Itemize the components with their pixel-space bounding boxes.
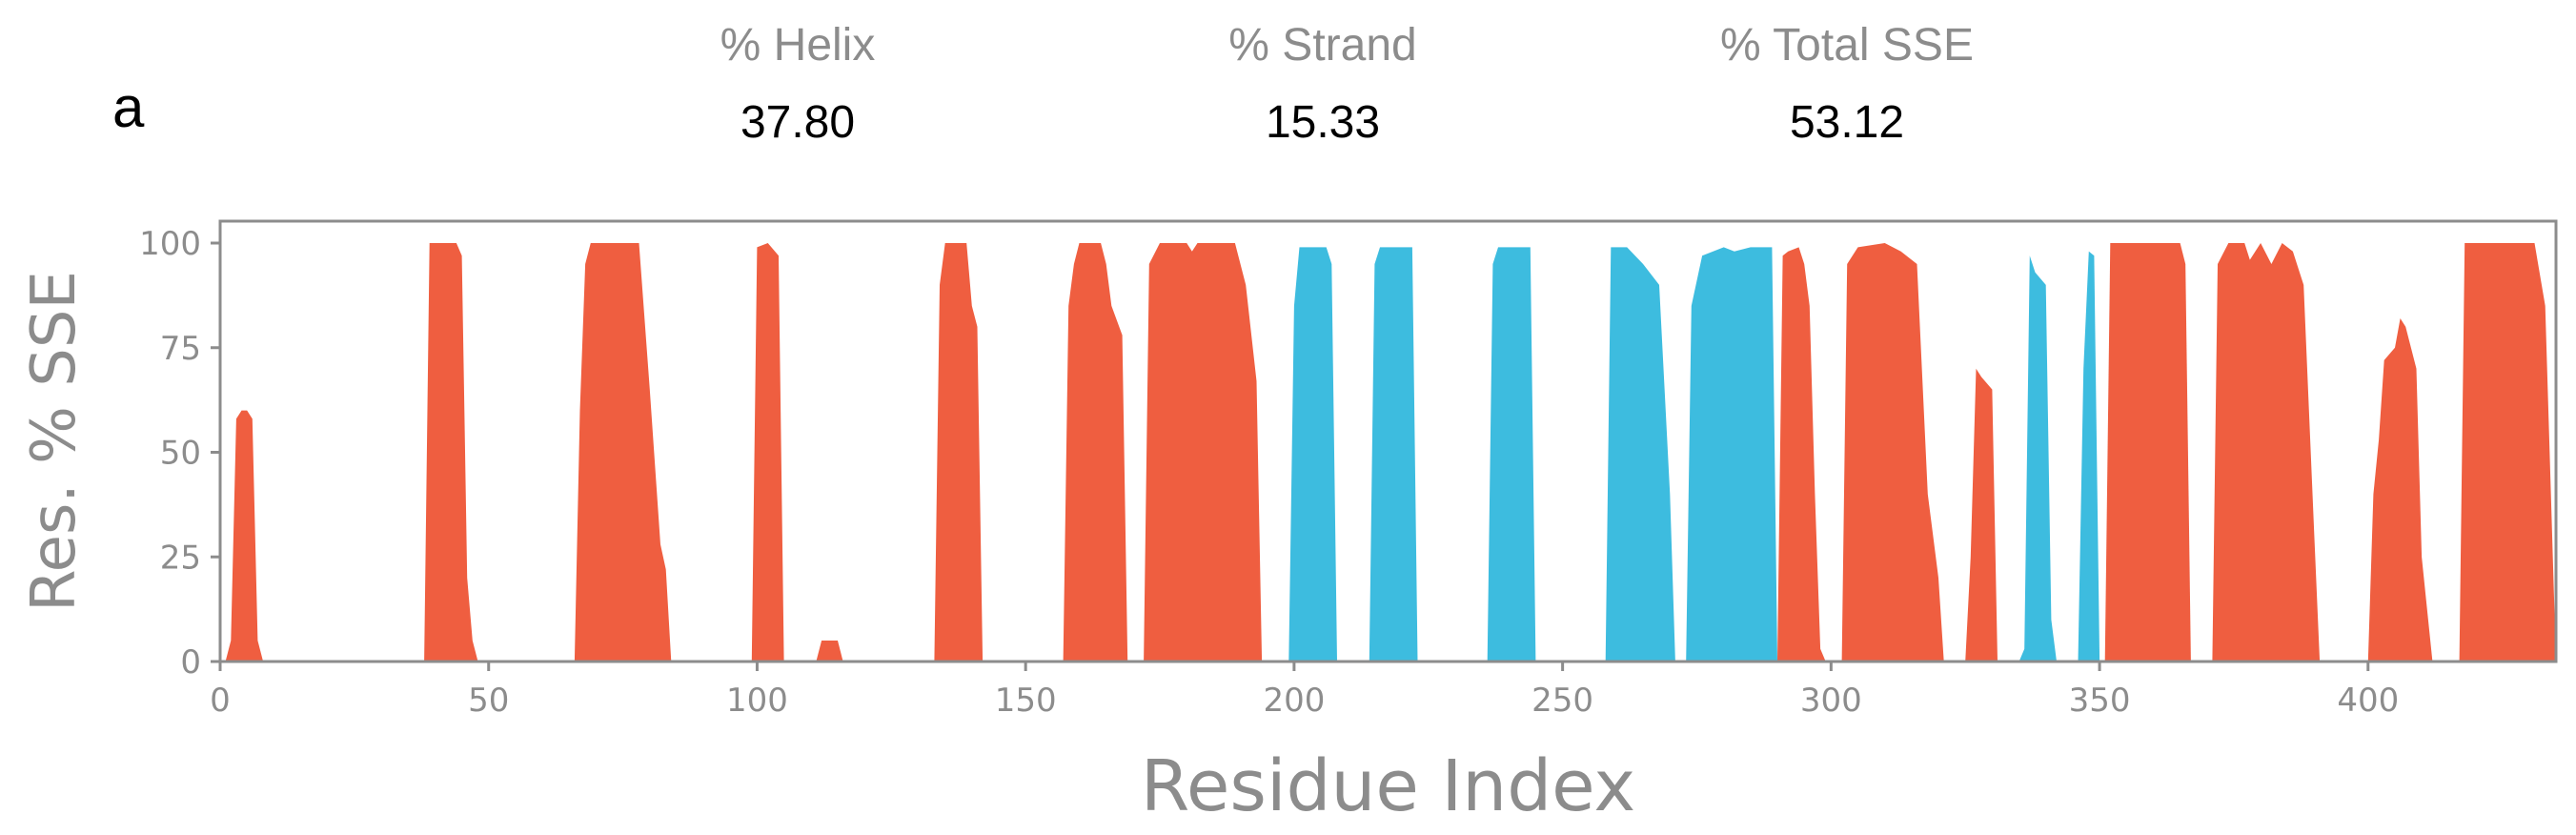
total-sse-stat: % Total SSE 53.12 bbox=[1675, 19, 2018, 149]
strand-stat-name: % Strand bbox=[1228, 20, 1417, 71]
x-tick-label: 150 bbox=[995, 682, 1057, 720]
plot-areas bbox=[225, 243, 2556, 662]
helix-region-13 bbox=[2212, 243, 2321, 662]
x-tick-label: 350 bbox=[2069, 682, 2131, 720]
helix-region-4 bbox=[751, 243, 784, 662]
strand-region-5 bbox=[1686, 247, 1777, 662]
y-tick-label: 25 bbox=[160, 539, 201, 577]
plot-frame bbox=[218, 219, 2558, 663]
y-tick-label: 0 bbox=[180, 643, 201, 682]
x-tick-label: 300 bbox=[1800, 682, 1862, 720]
helix-region-3 bbox=[574, 243, 672, 662]
helix-region-1 bbox=[225, 410, 264, 662]
strand-region-4 bbox=[1605, 247, 1675, 662]
x-tick-label: 250 bbox=[1531, 682, 1593, 720]
helix-region-7 bbox=[1063, 243, 1128, 662]
helix-region-5 bbox=[816, 641, 843, 662]
x-tick-label: 0 bbox=[210, 682, 231, 720]
total-sse-stat-name: % Total SSE bbox=[1720, 20, 1974, 71]
helix-region-10 bbox=[1841, 243, 1944, 662]
x-tick-label: 200 bbox=[1263, 682, 1325, 720]
strand-region-3 bbox=[1487, 247, 1536, 662]
strand-region-2 bbox=[1369, 247, 1418, 662]
helix-region-12 bbox=[2104, 243, 2191, 662]
strand-region-7 bbox=[2078, 251, 2100, 662]
y-axis-title: Res. % SSE bbox=[19, 271, 90, 612]
y-tick-label: 75 bbox=[160, 330, 201, 368]
y-axis: 0 25 50 75 100 bbox=[139, 225, 220, 682]
helix-region-6 bbox=[934, 243, 984, 662]
panel-label: a bbox=[112, 75, 145, 139]
strand-stat-value: 15.33 bbox=[1265, 97, 1381, 148]
helix-region-8 bbox=[1144, 243, 1263, 662]
helix-region-14 bbox=[2367, 318, 2433, 662]
y-tick-label: 100 bbox=[139, 225, 201, 263]
helix-region-15 bbox=[2459, 243, 2556, 662]
x-axis: 0 50 100 150 200 250 300 350 400 bbox=[210, 662, 2399, 720]
helix-stat-name: % Helix bbox=[720, 20, 876, 71]
helix-stat: % Helix 37.80 bbox=[626, 19, 969, 149]
strand-region-1 bbox=[1288, 247, 1337, 662]
strand-stat: % Strand 15.33 bbox=[1151, 19, 1494, 149]
x-tick-label: 100 bbox=[726, 682, 788, 720]
helix-region-2 bbox=[424, 243, 478, 662]
helix-region-11 bbox=[1965, 368, 1998, 662]
x-tick-label: 50 bbox=[468, 682, 509, 720]
y-tick-label: 50 bbox=[160, 435, 201, 473]
helix-stat-value: 37.80 bbox=[740, 97, 856, 148]
strand-region-6 bbox=[2018, 255, 2057, 662]
total-sse-stat-value: 53.12 bbox=[1789, 97, 1905, 148]
helix-region-9 bbox=[1777, 247, 1826, 662]
x-tick-label: 400 bbox=[2337, 682, 2399, 720]
x-axis-title: Residue Index bbox=[1141, 745, 1635, 827]
